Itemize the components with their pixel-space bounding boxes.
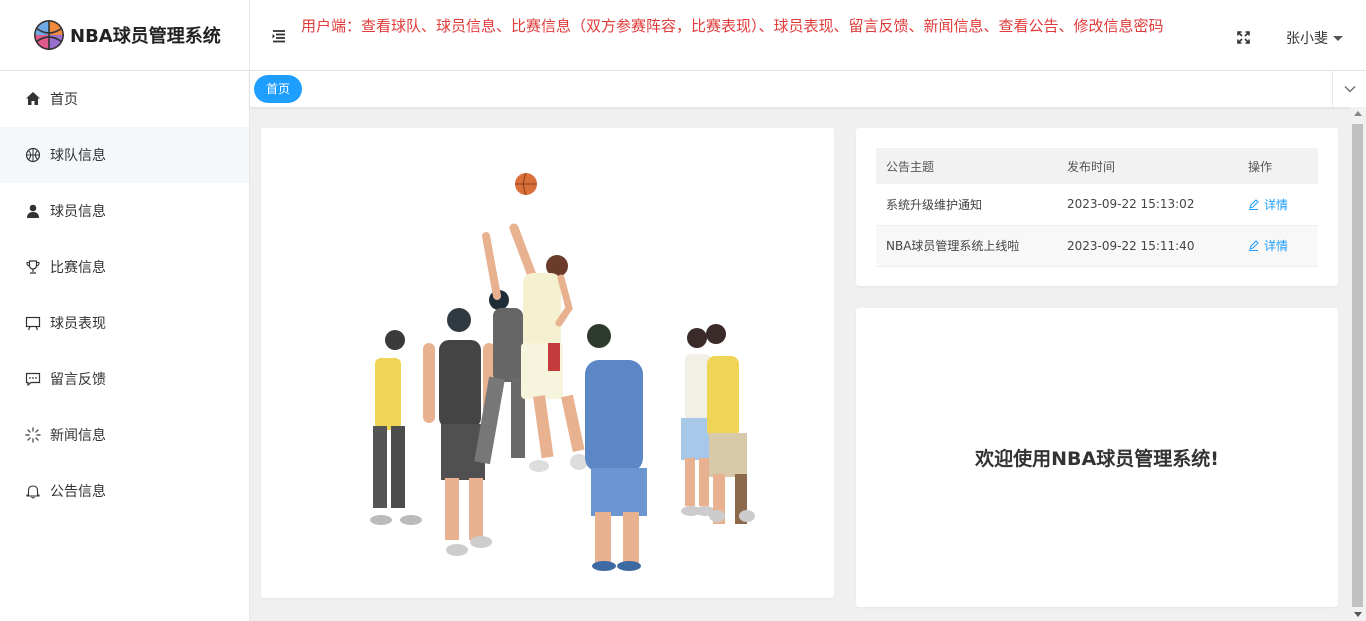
notice-card: 公告主题 发布时间 操作 系统升级维护通知 2023-09-22 15:13:0…	[856, 128, 1338, 286]
sidebar-item-label: 球队信息	[50, 148, 106, 164]
message-icon	[24, 370, 42, 388]
scroll-up-arrow-icon[interactable]	[1354, 111, 1362, 116]
illustration-card	[261, 128, 834, 598]
notice-time: 2023-09-22 15:11:40	[1057, 225, 1238, 267]
basketball-icon	[24, 146, 42, 164]
table-header-row: 公告主题 发布时间 操作	[876, 148, 1318, 184]
tab-more-chevron-down-icon[interactable]	[1332, 71, 1366, 107]
sidebar-item-performance[interactable]: 球员表现	[0, 295, 249, 351]
logo: NBA球员管理系统	[0, 0, 249, 71]
sidebar: NBA球员管理系统 首页 球队信息 球员信息 比赛信息	[0, 0, 250, 621]
chevron-down-icon	[1333, 35, 1343, 41]
trophy-icon	[24, 258, 42, 276]
column-header-action: 操作	[1238, 148, 1318, 184]
table-row: 系统升级维护通知 2023-09-22 15:13:02 详情	[876, 184, 1318, 226]
sidebar-item-news[interactable]: 新闻信息	[0, 407, 249, 463]
app-title: NBA球员管理系统	[70, 26, 221, 47]
notice-time: 2023-09-22 15:13:02	[1057, 184, 1238, 226]
menu-toggle-icon[interactable]	[272, 28, 286, 43]
loading-icon	[24, 426, 42, 444]
notice-table: 公告主题 发布时间 操作 系统升级维护通知 2023-09-22 15:13:0…	[876, 148, 1318, 267]
sidebar-item-teams[interactable]: 球队信息	[0, 127, 249, 183]
sidebar-item-label: 球员信息	[50, 204, 106, 220]
sidebar-item-players[interactable]: 球员信息	[0, 183, 249, 239]
detail-link[interactable]: 详情	[1248, 237, 1288, 254]
basketball-players-illustration	[370, 172, 755, 571]
sidebar-item-label: 首页	[50, 92, 78, 108]
welcome-card: 欢迎使用NBA球员管理系统!	[856, 308, 1338, 607]
edit-icon	[1249, 240, 1259, 251]
scrollbar-thumb[interactable]	[1352, 124, 1363, 607]
sidebar-item-label: 比赛信息	[50, 260, 106, 276]
sidebar-item-label: 新闻信息	[50, 428, 106, 444]
home-icon	[24, 90, 42, 108]
scroll-down-arrow-icon[interactable]	[1354, 612, 1362, 617]
sidebar-item-notices[interactable]: 公告信息	[0, 463, 249, 519]
bell-icon	[24, 482, 42, 500]
basketball-logo-icon	[34, 20, 64, 50]
column-header-time: 发布时间	[1057, 148, 1238, 184]
detail-link[interactable]: 详情	[1248, 196, 1288, 213]
user-menu[interactable]: 张小斐	[1286, 28, 1343, 48]
notice-title: NBA球员管理系统上线啦	[876, 225, 1057, 267]
notice-title: 系统升级维护通知	[876, 184, 1057, 226]
sidebar-item-feedback[interactable]: 留言反馈	[0, 351, 249, 407]
tab-home[interactable]: 首页	[254, 75, 303, 103]
sidebar-item-matches[interactable]: 比赛信息	[0, 239, 249, 295]
fullscreen-icon[interactable]	[1237, 29, 1250, 44]
column-header-title: 公告主题	[876, 148, 1057, 184]
sidebar-item-home[interactable]: 首页	[0, 71, 249, 127]
table-row: NBA球员管理系统上线啦 2023-09-22 15:11:40 详情	[876, 225, 1318, 267]
header: 用户端：查看球队、球员信息、比赛信息（双方参赛阵容，比赛表现）、球员表现、留言反…	[250, 0, 1366, 71]
tab-bar: 首页	[250, 71, 1366, 107]
edit-icon	[1249, 199, 1259, 210]
sidebar-item-label: 球员表现	[50, 316, 106, 332]
detail-link-label: 详情	[1264, 197, 1289, 212]
detail-link-label: 详情	[1264, 239, 1289, 253]
sidebar-menu: 首页 球队信息 球员信息 比赛信息 球员表现	[0, 71, 249, 519]
presentation-icon	[24, 314, 42, 332]
user-name: 张小斐	[1286, 31, 1328, 47]
user-icon	[24, 202, 42, 220]
welcome-message: 欢迎使用NBA球员管理系统!	[975, 448, 1219, 470]
role-banner: 用户端：查看球队、球员信息、比赛信息（双方参赛阵容，比赛表现）、球员表现、留言反…	[301, 17, 1164, 35]
sidebar-item-label: 留言反馈	[50, 372, 106, 388]
sidebar-item-label: 公告信息	[50, 484, 106, 500]
